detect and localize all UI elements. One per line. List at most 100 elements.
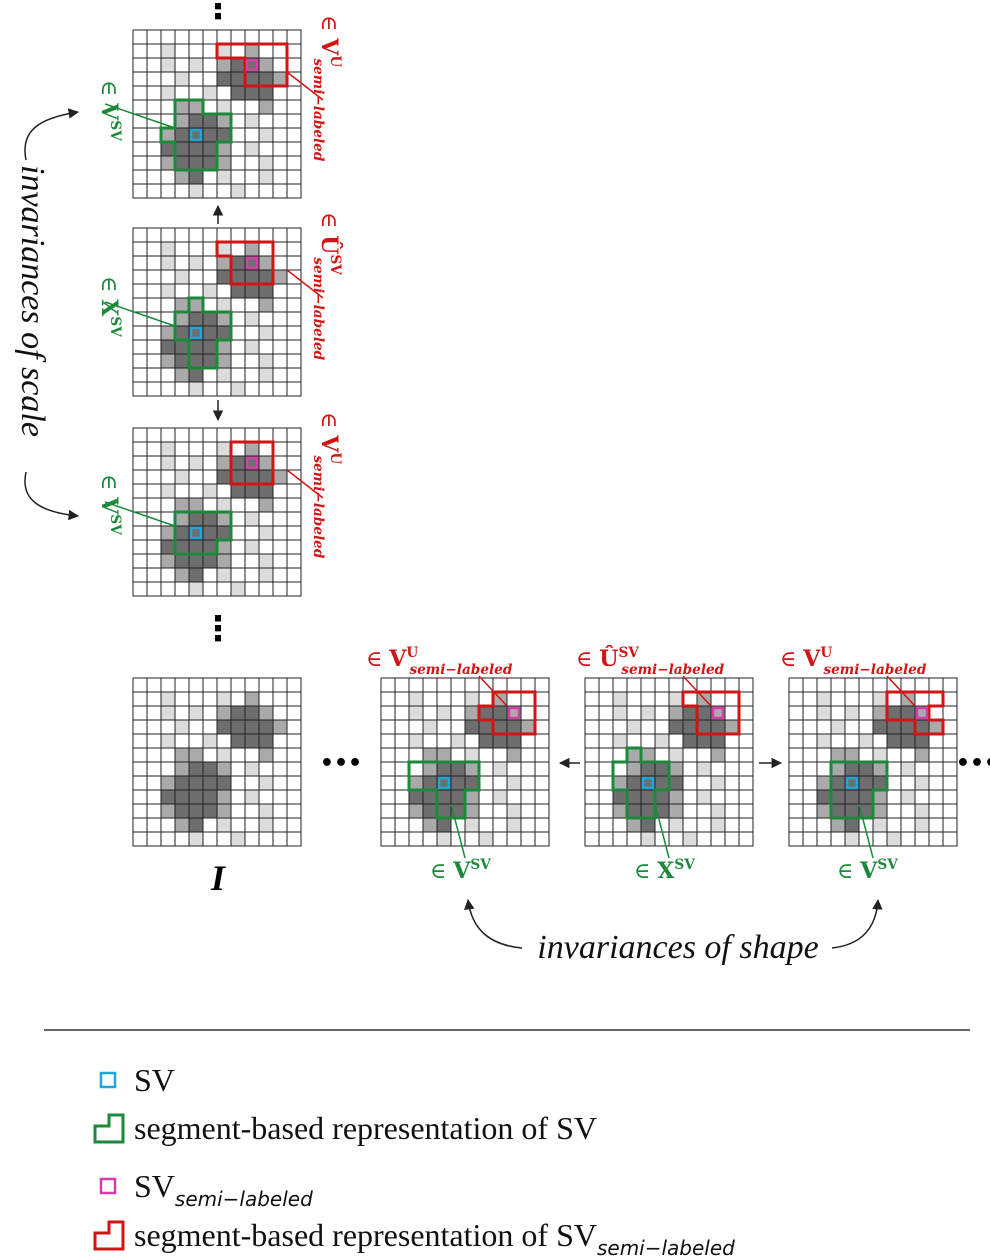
grid-cell <box>258 511 274 527</box>
grid-cell <box>682 761 698 777</box>
grid-cell <box>286 427 302 443</box>
grid-cell <box>506 761 522 777</box>
grid-cell <box>654 705 670 721</box>
grid-cell <box>244 789 260 805</box>
grid-cell <box>408 691 424 707</box>
grid-cell <box>858 719 874 735</box>
grid-cell <box>188 483 204 499</box>
grid-cell <box>272 85 288 101</box>
legend-item-sv-semi: SVsemi−labeled <box>92 1166 313 1211</box>
grid-cell <box>286 581 302 597</box>
grid-cell <box>258 71 274 87</box>
grid-cell <box>258 155 274 171</box>
red-leader-line <box>682 675 712 707</box>
grid-cell <box>612 677 628 693</box>
grid-cell <box>258 99 274 115</box>
grid-cell <box>188 71 204 87</box>
grid-cell <box>244 817 260 833</box>
grid-cell <box>464 719 480 735</box>
grid-cell <box>422 803 438 819</box>
grid-cell <box>272 311 288 327</box>
grid-cell <box>408 775 424 791</box>
grid-cell <box>816 803 832 819</box>
grid-cell <box>160 241 176 257</box>
grid-cell <box>802 677 818 693</box>
grid-cell <box>520 747 536 763</box>
grid-cell <box>858 775 874 791</box>
grid-cell <box>886 761 902 777</box>
grid-cell <box>626 831 642 847</box>
grid-cell <box>598 761 614 777</box>
grid-cell <box>598 677 614 693</box>
green-leader-line <box>104 501 176 527</box>
grid-cell <box>258 719 274 735</box>
grid-cell <box>422 719 438 735</box>
grid-cell <box>450 761 466 777</box>
green-leader-line <box>858 803 874 859</box>
grid-cell <box>258 297 274 313</box>
grid-cell <box>286 255 302 271</box>
grid-cell <box>668 733 684 749</box>
grid-cell <box>626 775 642 791</box>
grid-cell <box>146 43 162 59</box>
grid-cell <box>816 817 832 833</box>
grid-cell <box>244 539 260 555</box>
grid-cell <box>174 269 190 285</box>
grid-cell <box>286 789 302 805</box>
grid-cell <box>886 733 902 749</box>
grid-cell <box>230 183 246 199</box>
grid-cell <box>478 705 494 721</box>
grid-cell <box>816 789 832 805</box>
grid-cell <box>668 789 684 805</box>
grid-cell <box>422 817 438 833</box>
grid-cell <box>146 169 162 185</box>
grid-cell <box>394 747 410 763</box>
grid-cell <box>174 831 190 847</box>
grid-cell <box>258 325 274 341</box>
grid-cell <box>258 85 274 101</box>
grid-cell <box>216 525 232 541</box>
green-segment-outline <box>173 296 233 370</box>
grid-cell <box>216 691 232 707</box>
grid-cell <box>668 677 684 693</box>
grid-cell <box>188 353 204 369</box>
grid-cell <box>436 677 452 693</box>
grid-cell <box>160 581 176 597</box>
grid-cell <box>422 691 438 707</box>
grid-cell <box>724 803 740 819</box>
grid-cell <box>506 817 522 833</box>
grid-cell <box>724 789 740 805</box>
grid-cell <box>230 761 246 777</box>
grid-cell <box>520 789 536 805</box>
grid-cell <box>286 525 302 541</box>
grid-cell <box>900 705 916 721</box>
grid-cell <box>216 297 232 313</box>
grid-cell <box>160 353 176 369</box>
grid-cell <box>146 353 162 369</box>
grid-cell <box>258 761 274 777</box>
grid-cell <box>844 733 860 749</box>
grid-cell <box>380 831 396 847</box>
grid-cell <box>872 733 888 749</box>
grid-cell <box>202 581 218 597</box>
grid-cell <box>174 455 190 471</box>
grid-cell <box>258 381 274 397</box>
sv-semi-marker <box>245 456 259 470</box>
grid-cell <box>802 705 818 721</box>
grid-cell <box>230 353 246 369</box>
grid-cell <box>788 747 804 763</box>
grid-cell <box>286 29 302 45</box>
red-segment-outline <box>885 690 945 736</box>
grid-cell <box>174 497 190 513</box>
grid-cell <box>710 747 726 763</box>
grid-cell <box>724 747 740 763</box>
grid-cell <box>132 43 148 59</box>
grid-cell <box>286 553 302 569</box>
grid-cell <box>286 241 302 257</box>
grid-cell <box>146 747 162 763</box>
grid-cell <box>738 789 754 805</box>
grid-cell <box>160 761 176 777</box>
grid-cell <box>202 539 218 555</box>
green-segment-icon <box>93 1113 125 1144</box>
grid-cell <box>710 733 726 749</box>
